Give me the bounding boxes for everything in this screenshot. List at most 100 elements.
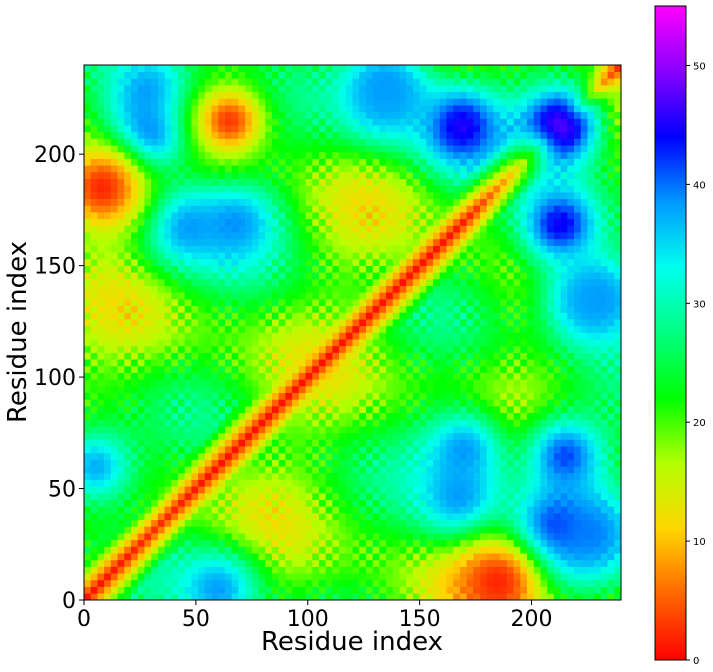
heatmap-cell (205, 252, 212, 259)
heatmap-cell (285, 533, 292, 540)
heatmap-cell (393, 526, 400, 533)
heatmap-cell (138, 72, 145, 79)
heatmap-cell (97, 580, 104, 587)
heatmap-cell (238, 580, 245, 587)
heatmap-cell (487, 105, 494, 112)
heatmap-cell (366, 205, 373, 212)
heatmap-cell (191, 406, 198, 413)
heatmap-cell (185, 573, 192, 580)
heatmap-cell (433, 399, 440, 406)
heatmap-cell (326, 152, 333, 159)
heatmap-cell (124, 132, 131, 139)
heatmap-cell (158, 286, 165, 293)
heatmap-cell (84, 333, 91, 340)
heatmap-cell (265, 72, 272, 79)
heatmap-cell (292, 98, 299, 105)
heatmap-cell (225, 185, 232, 192)
heatmap-cell (312, 306, 319, 313)
heatmap-cell (144, 373, 151, 380)
heatmap-cell (413, 98, 420, 105)
heatmap-cell (151, 547, 158, 554)
heatmap-cell (158, 72, 165, 79)
heatmap-cell (265, 246, 272, 253)
heatmap-cell (191, 132, 198, 139)
heatmap-cell (185, 460, 192, 467)
heatmap-cell (426, 366, 433, 373)
heatmap-cell (366, 466, 373, 473)
heatmap-cell (218, 92, 225, 99)
heatmap-cell (131, 192, 138, 199)
heatmap-cell (500, 366, 507, 373)
heatmap-cell (97, 379, 104, 386)
heatmap-cell (238, 292, 245, 299)
heatmap-cell (259, 165, 266, 172)
heatmap-cell (245, 212, 252, 219)
heatmap-cell (104, 466, 111, 473)
heatmap-cell (212, 292, 219, 299)
heatmap-cell (124, 440, 131, 447)
heatmap-cell (339, 547, 346, 554)
heatmap-cell (332, 98, 339, 105)
heatmap-cell (245, 500, 252, 507)
heatmap-cell (138, 98, 145, 105)
heatmap-cell (272, 246, 279, 253)
heatmap-cell (460, 453, 467, 460)
heatmap-cell (171, 446, 178, 453)
heatmap-cell (292, 480, 299, 487)
heatmap-cell (118, 593, 125, 600)
heatmap-cell (332, 553, 339, 560)
heatmap-cell (359, 165, 366, 172)
heatmap-cell (198, 567, 205, 574)
heatmap-cell (84, 205, 91, 212)
heatmap-cell (373, 172, 380, 179)
heatmap-cell (306, 359, 313, 366)
heatmap-cell (433, 526, 440, 533)
heatmap-cell (151, 199, 158, 206)
heatmap-cell (97, 132, 104, 139)
heatmap-cell (406, 526, 413, 533)
heatmap-cell (460, 192, 467, 199)
heatmap-cell (285, 65, 292, 72)
heatmap-cell (453, 453, 460, 460)
heatmap-cell (480, 466, 487, 473)
heatmap-cell (493, 226, 500, 233)
heatmap-cell (245, 279, 252, 286)
heatmap-cell (413, 500, 420, 507)
heatmap-cell (493, 292, 500, 299)
heatmap-cell (420, 333, 427, 340)
heatmap-cell (480, 139, 487, 146)
heatmap-cell (393, 486, 400, 493)
heatmap-cell (272, 212, 279, 219)
heatmap-cell (453, 373, 460, 380)
heatmap-cell (487, 279, 494, 286)
heatmap-cell (97, 319, 104, 326)
heatmap-cell (131, 333, 138, 340)
heatmap-cell (84, 272, 91, 279)
heatmap-cell (124, 185, 131, 192)
heatmap-cell (91, 560, 98, 567)
heatmap-cell (84, 526, 91, 533)
heatmap-cell (406, 252, 413, 259)
heatmap-cell (433, 119, 440, 126)
heatmap-cell (359, 533, 366, 540)
heatmap-cell (259, 480, 266, 487)
heatmap-cell (171, 239, 178, 246)
heatmap-cell (359, 580, 366, 587)
heatmap-cell (467, 119, 474, 126)
heatmap-cell (393, 506, 400, 513)
heatmap-cell (312, 399, 319, 406)
heatmap-cell (225, 72, 232, 79)
heatmap-cell (319, 580, 326, 587)
heatmap-cell (138, 132, 145, 139)
heatmap-cell (426, 346, 433, 353)
heatmap-cell (272, 346, 279, 353)
heatmap-cell (446, 593, 453, 600)
heatmap-cell (399, 239, 406, 246)
heatmap-cell (420, 440, 427, 447)
heatmap-cell (138, 339, 145, 346)
heatmap-cell (493, 192, 500, 199)
heatmap-cell (158, 232, 165, 239)
heatmap-cell (124, 446, 131, 453)
heatmap-cell (420, 179, 427, 186)
heatmap-cell (259, 486, 266, 493)
